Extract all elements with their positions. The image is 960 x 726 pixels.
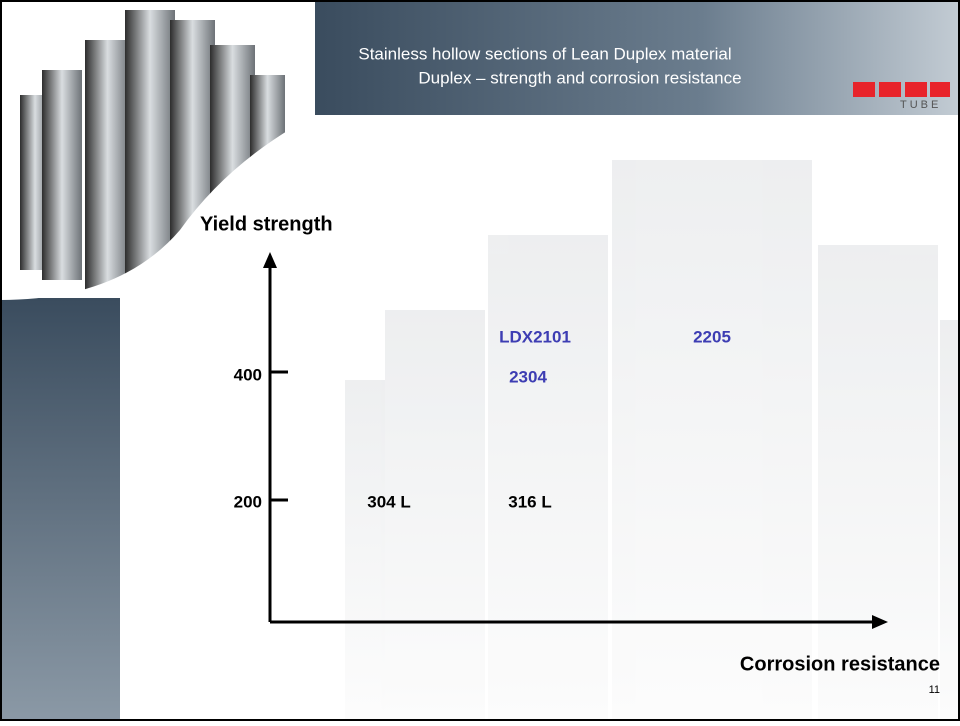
side-band — [0, 298, 120, 721]
slide: Stainless hollow sections of Lean Duplex… — [0, 0, 960, 721]
logo-text: TUBE — [900, 99, 941, 111]
page: Stainless hollow sections of Lean Duplex… — [0, 0, 960, 726]
grade-label: 316 L — [508, 492, 551, 511]
grade-label: 2205 — [693, 327, 731, 346]
header-subtitle: Duplex – strength and corrosion resistan… — [418, 68, 741, 87]
y-tick-label: 200 — [234, 492, 262, 511]
grade-label: LDX2101 — [499, 327, 571, 346]
page-number: 11 — [929, 684, 940, 696]
x-axis-label: Corrosion resistance — [740, 653, 940, 675]
y-axis-label: Yield strength — [200, 213, 333, 235]
y-tick-label: 400 — [234, 365, 262, 384]
grade-label: 304 L — [367, 492, 410, 511]
grade-label: 2304 — [509, 367, 547, 386]
header-title: Stainless hollow sections of Lean Duplex… — [358, 44, 731, 63]
